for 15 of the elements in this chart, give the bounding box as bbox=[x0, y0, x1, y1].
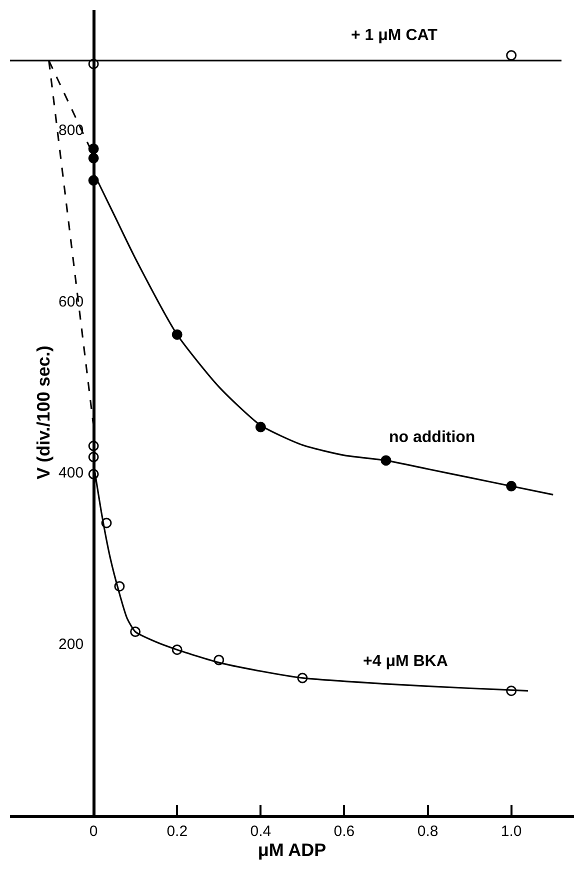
x-tick-label: 0.2 bbox=[166, 823, 188, 840]
series-label: no addition bbox=[389, 429, 476, 446]
series-label: + 1 μM CAT bbox=[351, 27, 438, 44]
x-axis-title: μM ADP bbox=[258, 840, 326, 860]
y-tick-label: 400 bbox=[58, 464, 84, 482]
y-tick-label: 200 bbox=[58, 636, 84, 653]
x-tick-label: 0.4 bbox=[250, 823, 272, 840]
x-tick-label: 1.0 bbox=[500, 823, 522, 840]
x-tick-label: 0 bbox=[89, 823, 98, 840]
x-tick-label: 0.8 bbox=[417, 823, 438, 840]
y-axis-title: V (div./100 sec.) bbox=[34, 346, 54, 480]
y-tick-label: 800 bbox=[58, 122, 84, 140]
x-tick-label: 0.6 bbox=[334, 823, 355, 840]
series-label: +4 μM BKA bbox=[363, 653, 448, 670]
y-tick-label: 600 bbox=[58, 293, 84, 310]
